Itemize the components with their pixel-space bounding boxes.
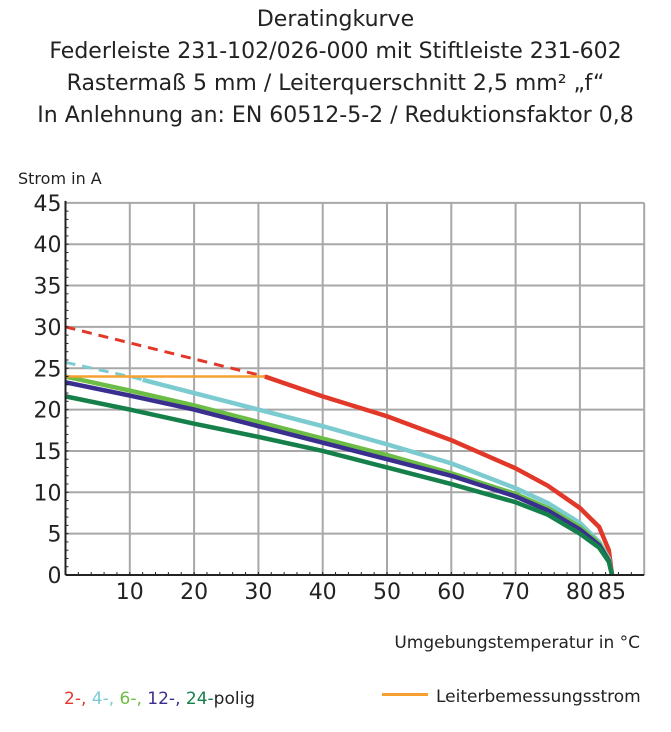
legend-series: 2-, 4-, 6-, 12-, 24-polig xyxy=(64,689,255,709)
x-tick-label: 30 xyxy=(244,580,272,605)
x-tick-label: 60 xyxy=(437,580,465,605)
y-tick-label: 35 xyxy=(34,275,62,300)
y-tick-label: 25 xyxy=(34,357,62,382)
x-tick-label: 50 xyxy=(373,580,401,605)
y-tick-label: 30 xyxy=(34,316,62,341)
chart-subtitle-2: Rastermaß 5 mm / Leiterquerschnitt 2,5 m… xyxy=(66,71,605,96)
y-tick-label: 10 xyxy=(34,481,62,506)
y-axis-label: Strom in A xyxy=(18,169,102,188)
x-tick-label: 40 xyxy=(309,580,337,605)
legend-item: 6- xyxy=(119,689,137,709)
y-tick-label: 15 xyxy=(34,440,62,465)
y-tick-label: 5 xyxy=(48,523,62,548)
x-axis-label: Umgebungstemperatur in °C xyxy=(394,633,640,653)
legend-item: 4- xyxy=(91,689,109,709)
x-tick-label: 70 xyxy=(502,580,530,605)
series-line-24 xyxy=(65,394,615,576)
chart-subtitle-3: In Anlehnung an: EN 60512-5-2 / Reduktio… xyxy=(37,103,634,128)
x-tick-label: 85 xyxy=(598,580,626,605)
y-tick-label: 20 xyxy=(34,399,62,424)
chart-title: Deratingkurve xyxy=(256,7,415,32)
legend-separator: , xyxy=(80,689,92,709)
legend-separator: , xyxy=(175,689,186,709)
series-line-2-dashed xyxy=(65,325,266,378)
legend-separator: , xyxy=(136,689,148,709)
x-tick-label: 10 xyxy=(116,580,144,605)
y-tick-label: 40 xyxy=(34,233,62,258)
legend-rated-swatch xyxy=(382,693,428,696)
legend-item: 2- xyxy=(64,689,81,709)
x-tick-label: 20 xyxy=(180,580,208,605)
y-tick-label: 0 xyxy=(48,564,62,589)
x-tick-label: 80 xyxy=(566,580,594,605)
chart-subtitle-1: Federleiste 231-102/026-000 mit Stiftlei… xyxy=(49,39,622,64)
legend-item: 24- xyxy=(185,689,214,709)
legend-separator: , xyxy=(108,689,120,709)
y-tick-label: 45 xyxy=(34,192,62,217)
legend-item: 12- xyxy=(147,689,176,709)
legend-polig: polig xyxy=(213,689,256,709)
legend-rated-label: Leiterbemessungsstrom xyxy=(436,687,641,707)
series-line-2 xyxy=(264,374,615,576)
series-line-4-dashed xyxy=(65,360,144,382)
